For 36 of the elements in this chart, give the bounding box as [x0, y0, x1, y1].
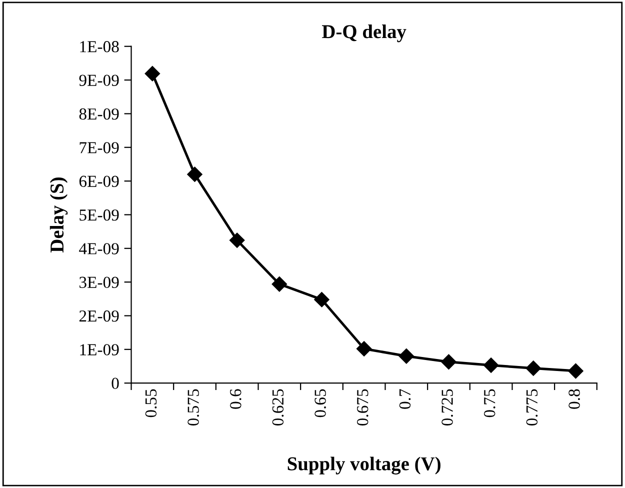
point [398, 348, 414, 364]
point [314, 292, 330, 308]
point [526, 360, 541, 376]
x-tick-label: 0.75 [484, 389, 496, 418]
x-tick-label: 0.575 [188, 389, 199, 426]
y-tick-label: 1E-08 [80, 41, 119, 52]
y-tick-label: 0 [112, 378, 119, 390]
y-tick-label: 3E-09 [80, 276, 119, 288]
x-tick-label: 0.6 [230, 389, 242, 409]
x-tick-label: 0.55 [145, 389, 157, 418]
x-tick-label: 0.725 [442, 389, 453, 426]
x-tick-label: 0.65 [314, 389, 326, 418]
chart-title: D-Q delay [322, 24, 406, 42]
y-tick-label: 6E-09 [79, 176, 119, 187]
y-tick-label: 7E-09 [80, 142, 119, 154]
x-axis-title: Supply voltage (V) [288, 456, 440, 474]
x-tick-label: 0.625 [272, 389, 284, 426]
point [568, 363, 584, 379]
x-tick-label: 0.7 [399, 389, 411, 409]
point [187, 166, 202, 182]
x-tick-label: 0.775 [526, 389, 538, 426]
x-tick-label: 0.675 [356, 389, 368, 426]
point [144, 66, 160, 82]
y-tick-label: 8E-09 [79, 108, 119, 120]
y-tick-label: 5E-09 [80, 209, 119, 221]
point [230, 232, 245, 248]
point [272, 276, 287, 292]
y-tick-label: 2E-09 [79, 310, 119, 322]
point [441, 354, 456, 370]
y-tick-label: 1E-09 [80, 344, 119, 356]
x-tick-label: 0.8 [568, 389, 580, 409]
point [356, 341, 372, 356]
y-tick-label: 4E-09 [79, 243, 119, 254]
point [483, 358, 499, 373]
y-tick-label: 9E-09 [79, 74, 119, 86]
y-axis-title: Delay (S) [50, 178, 68, 252]
